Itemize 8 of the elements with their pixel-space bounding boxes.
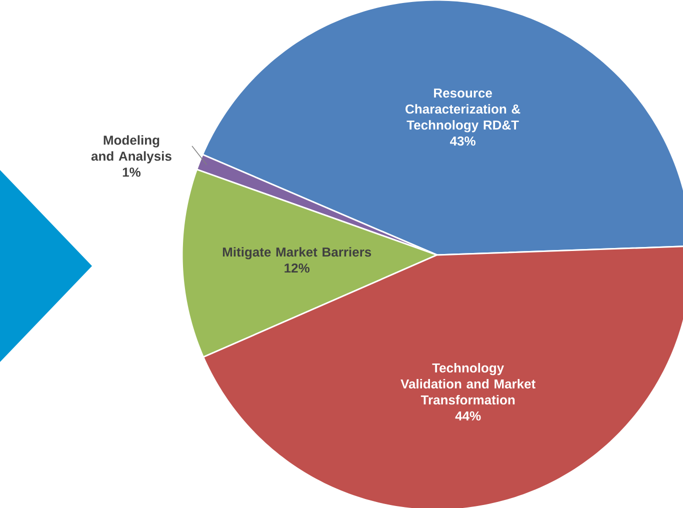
slice-label: Mitigate Market Barriers	[222, 247, 372, 260]
slice-label: Modeling and Analysis	[91, 135, 172, 164]
slice-label: Resource Characterization & Technology RD&T	[406, 88, 520, 132]
data-label: 1%	[122, 168, 141, 177]
data-label: 44%	[455, 411, 481, 421]
data-label: 43%	[450, 136, 476, 146]
slice-label: Technology Validation and Market Transformation	[400, 362, 536, 405]
data-label: 12%	[284, 263, 310, 273]
